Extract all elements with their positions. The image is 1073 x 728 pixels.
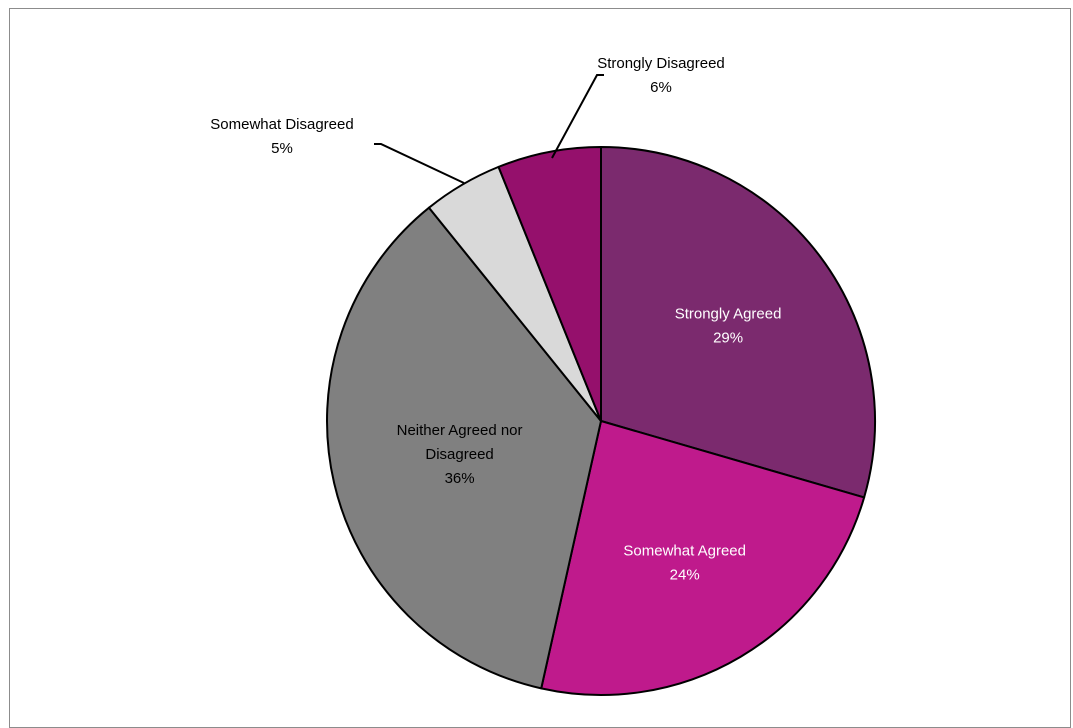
data-label: Strongly Disagreed 6% (597, 55, 725, 96)
data-label: Neither Agreed nor Disagreed 36% (397, 422, 523, 487)
data-label: Strongly Agreed 29% (675, 306, 782, 347)
pie-slices (326, 146, 876, 696)
data-label: Somewhat Agreed 24% (623, 543, 746, 584)
pie-slice-somewhat-agreed (540, 420, 866, 696)
leader-lines (374, 74, 604, 184)
data-label: Somewhat Disagreed 5% (210, 116, 353, 157)
pie-chart: Strongly Agreed 29% Somewhat Agreed 24% Neit… (210, 55, 876, 696)
pie-slice-neither-agreed-nor-disagreed (326, 206, 602, 690)
pie-slice-strongly-agreed (600, 146, 876, 499)
leader-line (374, 143, 465, 184)
leader-line (551, 74, 604, 159)
pie-slice-strongly-disagreed (497, 146, 602, 422)
data-labels: Strongly Agreed 29% Somewhat Agreed 24% Neit… (210, 55, 781, 584)
